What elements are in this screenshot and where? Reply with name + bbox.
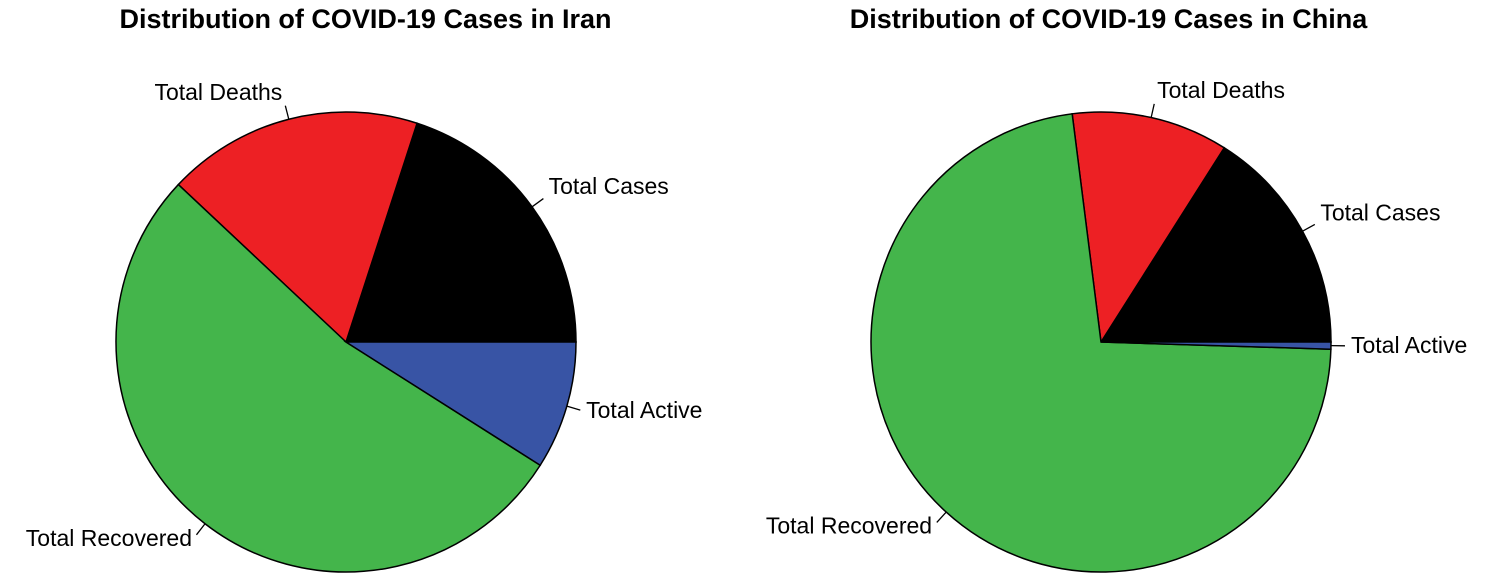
leader-line-china-total-cases: [1302, 223, 1316, 232]
slice-label-iran-total-cases: Total Cases: [549, 173, 669, 199]
pie-iran-svg: Total Cases Total Deaths Total Recovered To…: [26, 79, 702, 573]
leader-line-china-total-deaths: [1150, 103, 1155, 118]
pie-china-svg: Total Cases Total Deaths Total Recovered To…: [766, 77, 1467, 573]
pie-chart-china: Distribution of COVID-19 Cases in China …: [747, 0, 1494, 578]
pie-slice-iran-total-active: [343, 341, 577, 467]
slice-label-iran-total-active: Total Active: [586, 397, 702, 423]
slice-label-iran-total-recovered: Total Recovered: [26, 525, 192, 551]
pie-slice-iran-total-deaths: [177, 111, 419, 344]
slice-label-china-total-recovered: Total Recovered: [766, 512, 932, 538]
pie-slice-china-total-recovered: [870, 112, 1332, 573]
slice-label-iran-total-deaths: Total Deaths: [154, 79, 282, 105]
leader-line-iran-total-active: [566, 405, 581, 411]
leader-line-iran-total-recovered: [195, 523, 206, 536]
chart-title-china: Distribution of COVID-19 Cases in China: [849, 4, 1368, 34]
pie-slice-china-total-cases: [1099, 146, 1332, 343]
leader-line-china-total-recovered: [936, 511, 947, 523]
pie-slice-china-total-deaths: [1071, 111, 1226, 345]
slice-label-china-total-deaths: Total Deaths: [1157, 77, 1285, 103]
leader-line-iran-total-deaths: [284, 105, 290, 120]
slice-label-china-total-cases: Total Cases: [1320, 200, 1440, 226]
leader-line-iran-total-cases: [531, 198, 544, 208]
slice-label-china-total-active: Total Active: [1351, 332, 1467, 358]
pie-slice-iran-total-recovered: [115, 183, 542, 573]
chart-title-iran: Distribution of COVID-19 Cases in Iran: [119, 4, 612, 34]
pie-chart-iran: Distribution of COVID-19 Cases in Iran T…: [26, 4, 702, 573]
pie-slice-iran-total-cases: [344, 122, 577, 343]
